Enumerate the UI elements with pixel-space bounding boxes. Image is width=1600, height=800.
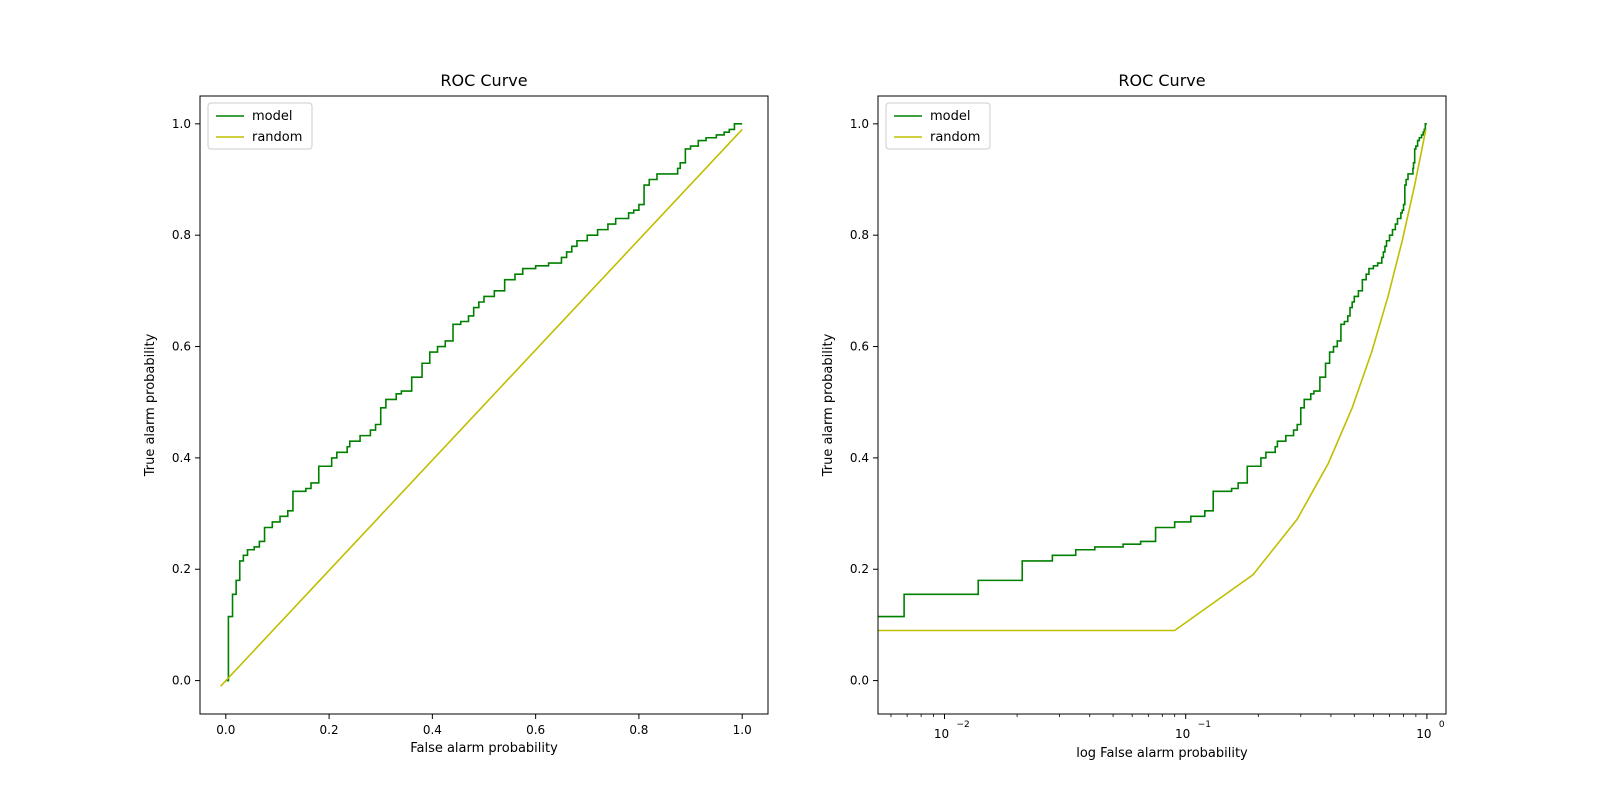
x-tick-label: 0.0 [216,723,235,737]
x-axis-label: log False alarm probability [1076,746,1248,761]
x-tick-exponent: −1 [1198,720,1211,730]
x-tick-exponent: −2 [957,720,970,730]
x-tick-label: 10 [1175,727,1190,741]
y-tick-label: 0.2 [850,562,869,576]
series-line-model [878,123,1427,618]
x-tick-label: 0.2 [320,723,339,737]
roc-log-panel: 10 −2 10 −1 10 0 0.0 0.2 0.4 0.6 0.8 1.0 ROC Curve lo… [821,71,1447,761]
x-tick-label: 10 [934,727,949,741]
x-tick-label: 0.6 [526,723,545,737]
legend: model random [207,102,313,150]
series-line-model [225,123,743,682]
axes-frame [199,95,769,715]
y-tick-label: 0.0 [850,674,869,688]
y-tick-label: 1.0 [172,117,191,131]
y-tick-label: 0.2 [172,562,191,576]
series-line-random [878,129,1427,632]
series-line-random [220,128,743,687]
series-group [220,123,743,687]
chart-title: ROC Curve [440,71,527,90]
y-axis-label: True alarm probability [821,333,836,477]
x-tick-label: 1.0 [733,723,752,737]
x-tick-label: 0.8 [629,723,648,737]
x-axis-label: False alarm probability [410,741,558,756]
chart-title: ROC Curve [1118,71,1205,90]
y-tick-label: 1.0 [850,117,869,131]
y-tick-label: 0.0 [172,674,191,688]
roc-linear-panel: 0.0 0.2 0.4 0.6 0.8 1.0 0.0 0.2 0.4 0.6 0.8 1.0 ROC … [143,71,769,756]
y-tick-label: 0.8 [172,228,191,242]
x-tick-label: 0.4 [423,723,442,737]
series-group [878,123,1427,632]
y-tick-label: 0.8 [850,228,869,242]
legend-label-model: model [930,109,970,124]
legend-label-random: random [930,130,980,145]
y-axis-label: True alarm probability [143,333,158,477]
y-tick-label: 0.6 [172,340,191,354]
y-tick-label: 0.6 [850,340,869,354]
legend: model random [885,102,991,150]
x-tick-label: 10 [1416,727,1431,741]
legend-label-model: model [252,109,292,124]
legend-label-random: random [252,130,302,145]
y-tick-label: 0.4 [850,451,869,465]
x-tick-exponent: 0 [1439,720,1445,730]
y-tick-label: 0.4 [172,451,191,465]
